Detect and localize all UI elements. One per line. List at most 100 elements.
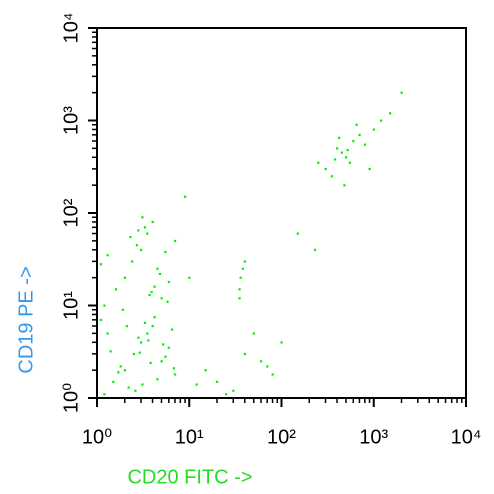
point (141, 216, 144, 219)
point (131, 260, 134, 263)
x-tick-label: 10³ (359, 426, 388, 448)
point (156, 378, 159, 381)
point (380, 119, 383, 122)
point (266, 365, 269, 368)
point (146, 332, 149, 335)
y-tick-label: 10⁴ (60, 13, 82, 44)
point (324, 167, 327, 171)
point (400, 91, 403, 94)
point (156, 267, 159, 270)
point (123, 276, 126, 279)
point (138, 351, 141, 354)
point (388, 112, 392, 115)
point (243, 260, 246, 263)
point (239, 276, 242, 279)
point (160, 297, 163, 300)
point (260, 360, 263, 363)
point (151, 325, 154, 328)
point (106, 254, 109, 257)
x-tick-label: 10⁴ (451, 426, 482, 448)
point (158, 272, 162, 276)
point (99, 263, 103, 266)
point (252, 332, 255, 335)
point (280, 341, 283, 344)
point (363, 143, 367, 146)
point (232, 389, 235, 392)
point (106, 332, 109, 335)
point (238, 297, 241, 300)
y-tick-label: 10² (60, 198, 82, 227)
point (141, 383, 144, 386)
point (167, 346, 170, 349)
point (343, 184, 346, 187)
point (135, 244, 138, 247)
point (195, 383, 198, 386)
point (368, 167, 371, 171)
point (151, 220, 154, 224)
point (140, 341, 143, 344)
point (271, 373, 274, 376)
point (172, 367, 175, 370)
point (112, 380, 115, 383)
x-axis-label: CD20 FITC -> (127, 466, 252, 488)
point (121, 308, 124, 311)
point (333, 158, 337, 161)
y-tick-label: 10¹ (60, 291, 82, 320)
point (114, 288, 118, 291)
point (149, 361, 152, 365)
point (162, 343, 165, 346)
point (160, 360, 163, 363)
point (143, 226, 147, 229)
point (173, 239, 177, 243)
y-tick-label: 10⁰ (60, 383, 82, 413)
point (317, 161, 320, 164)
point (146, 232, 149, 235)
point (330, 175, 333, 178)
point (167, 280, 170, 284)
point (358, 133, 361, 137)
x-tick-label: 10¹ (175, 426, 204, 448)
point (164, 355, 167, 358)
point (346, 148, 349, 152)
point (153, 316, 156, 319)
point (188, 276, 191, 279)
point (103, 304, 106, 307)
point (337, 136, 341, 140)
point (109, 350, 112, 353)
x-tick-label: 10⁰ (82, 426, 112, 448)
point (127, 386, 130, 389)
point (372, 128, 375, 131)
point (216, 380, 219, 383)
point (296, 232, 299, 235)
point (137, 336, 140, 339)
point (352, 140, 355, 143)
point (134, 389, 137, 392)
point (243, 352, 246, 356)
point (204, 369, 207, 372)
point (170, 328, 174, 331)
point (355, 123, 358, 126)
point (153, 285, 156, 288)
point (125, 325, 128, 328)
point (143, 321, 147, 325)
x-tick-label: 10² (267, 426, 296, 448)
point (119, 365, 122, 368)
point (340, 151, 343, 154)
point (241, 267, 244, 270)
point (336, 147, 339, 150)
y-tick-label: 10³ (60, 106, 82, 135)
point (344, 156, 348, 159)
point (166, 300, 169, 303)
point (129, 236, 132, 239)
point (184, 195, 187, 198)
point (238, 288, 241, 291)
point (348, 161, 351, 164)
point (147, 339, 150, 342)
point (137, 229, 140, 232)
point (140, 248, 143, 252)
point (150, 290, 153, 294)
point (123, 369, 126, 372)
point (103, 393, 106, 396)
point (224, 393, 228, 396)
